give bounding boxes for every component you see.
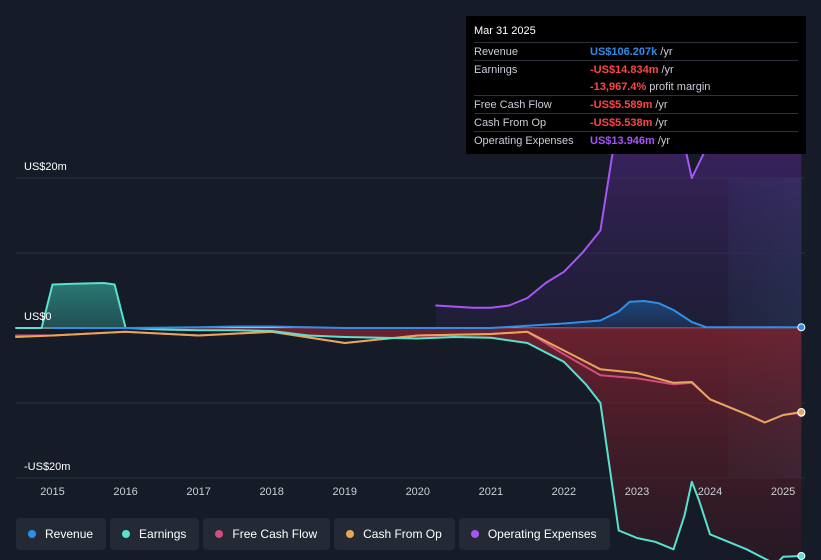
tooltip-unit: /yr <box>658 135 670 147</box>
tooltip-unit: /yr <box>655 99 667 111</box>
earnings-positive-area <box>42 283 126 328</box>
x-tick-label: 2016 <box>113 486 137 498</box>
legend-item-revenue[interactable]: Revenue <box>16 518 106 550</box>
tooltip-row-cash-from-op: Cash From Op -US$5.538m /yr <box>474 113 798 131</box>
legend-item-cash-from-op[interactable]: Cash From Op <box>334 518 455 550</box>
x-tick-label: 2025 <box>771 486 795 498</box>
tooltip-label: Revenue <box>474 46 590 58</box>
data-tooltip: Mar 31 2025 Revenue US$106.207k /yr Earn… <box>466 16 806 154</box>
tooltip-label: Cash From Op <box>474 117 590 129</box>
cash-from-op-endpoint <box>798 409 805 416</box>
earnings-endpoint <box>798 553 805 560</box>
revenue-endpoint <box>798 324 805 331</box>
x-tick-label: 2020 <box>406 486 430 498</box>
legend-label: Operating Expenses <box>488 527 597 541</box>
tooltip-value: -US$5.538m <box>590 117 652 129</box>
x-tick-label: 2015 <box>40 486 64 498</box>
tooltip-row-free-cash-flow: Free Cash Flow -US$5.589m /yr <box>474 95 798 113</box>
x-tick-label: 2024 <box>698 486 722 498</box>
tooltip-value: US$106.207k <box>590 46 657 58</box>
legend-dot-icon <box>215 530 223 538</box>
tooltip-row-earnings: Earnings -US$14.834m /yr <box>474 60 798 78</box>
tooltip-unit: /yr <box>655 117 667 129</box>
x-tick-label: 2023 <box>625 486 649 498</box>
tooltip-row-profit-margin: -13,967.4% profit margin <box>474 78 798 95</box>
y-axis-label-bottom: -US$20m <box>24 461 70 473</box>
x-tick-label: 2022 <box>552 486 576 498</box>
legend-item-free-cash-flow[interactable]: Free Cash Flow <box>203 518 330 550</box>
y-axis-label-zero: US$0 <box>24 311 52 323</box>
tooltip-label: Earnings <box>474 64 590 76</box>
y-axis-label-top: US$20m <box>24 161 67 173</box>
tooltip-unit: /yr <box>662 64 674 76</box>
tooltip-label: Operating Expenses <box>474 135 590 147</box>
x-tick-label: 2019 <box>333 486 357 498</box>
tooltip-unit: profit margin <box>649 81 710 93</box>
legend-dot-icon <box>471 530 479 538</box>
x-tick-label: 2021 <box>479 486 503 498</box>
tooltip-date: Mar 31 2025 <box>474 25 798 37</box>
tooltip-value: -US$5.589m <box>590 99 652 111</box>
tooltip-label: Free Cash Flow <box>474 99 590 111</box>
legend-label: Cash From Op <box>363 527 442 541</box>
tooltip-value: -US$14.834m <box>590 64 659 76</box>
legend-label: Revenue <box>45 527 93 541</box>
legend-item-earnings[interactable]: Earnings <box>110 518 199 550</box>
legend-dot-icon <box>346 530 354 538</box>
x-tick-label: 2018 <box>259 486 283 498</box>
tooltip-row-revenue: Revenue US$106.207k /yr <box>474 42 798 60</box>
legend-label: Earnings <box>139 527 186 541</box>
tooltip-value: US$13.946m <box>590 135 655 147</box>
legend-dot-icon <box>122 530 130 538</box>
legend-dot-icon <box>28 530 36 538</box>
legend-item-operating-expenses[interactable]: Operating Expenses <box>459 518 610 550</box>
legend-label: Free Cash Flow <box>232 527 317 541</box>
tooltip-row-operating-expenses: Operating Expenses US$13.946m /yr <box>474 131 798 149</box>
x-tick-label: 2017 <box>186 486 210 498</box>
tooltip-value: -13,967.4% <box>590 81 646 93</box>
chart-legend: Revenue Earnings Free Cash Flow Cash Fro… <box>16 518 610 550</box>
tooltip-unit: /yr <box>660 46 672 58</box>
